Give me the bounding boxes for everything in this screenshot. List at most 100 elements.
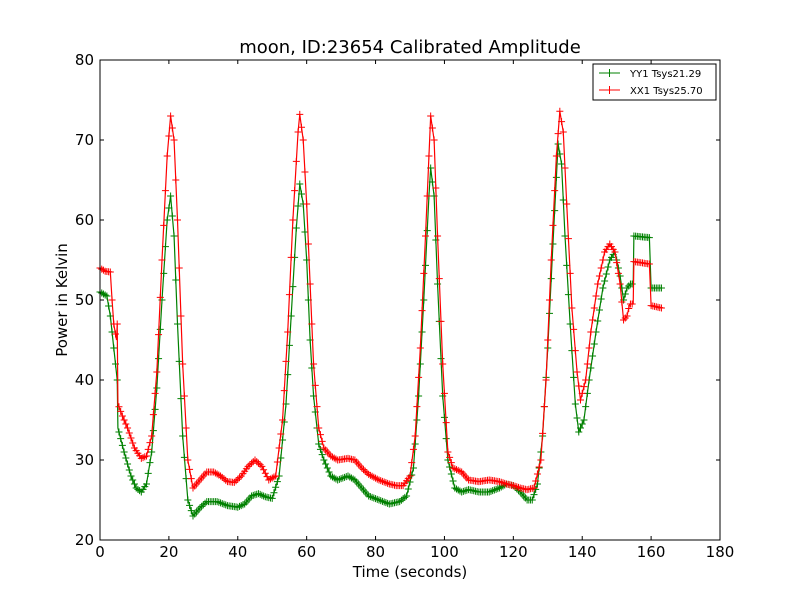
data-point-xx1 [298, 123, 305, 131]
data-point-yy1 [422, 261, 429, 269]
data-point-xx1 [129, 439, 137, 447]
data-point-xx1 [425, 152, 433, 160]
data-point-yy1 [199, 501, 207, 509]
data-point-yy1 [222, 501, 230, 509]
x-tick-label: 180 [706, 543, 735, 561]
data-point-yy1 [163, 216, 171, 224]
data-point-yy1 [294, 202, 302, 210]
data-point-xx1 [422, 232, 429, 240]
data-point-yy1 [571, 400, 579, 408]
chart-title: moon, ID:23654 Calibrated Amplitude [239, 37, 581, 58]
data-point-yy1 [423, 227, 431, 235]
data-point-xx1 [432, 184, 440, 192]
data-point-xx1 [112, 330, 119, 338]
data-point-yy1 [125, 466, 133, 474]
data-point-xx1 [406, 472, 414, 480]
data-point-xx1 [253, 458, 261, 466]
data-point-xx1 [260, 466, 268, 474]
data-point-yy1 [597, 295, 605, 303]
data-point-xx1 [535, 463, 543, 471]
data-point-xx1 [222, 476, 230, 484]
data-point-xx1 [580, 383, 588, 391]
data-point-xx1 [434, 232, 442, 240]
data-point-xx1 [360, 466, 367, 474]
data-point-xx1 [113, 320, 121, 328]
data-point-xx1 [234, 475, 242, 483]
data-point-xx1 [645, 260, 653, 268]
data-point-xx1 [358, 464, 366, 472]
data-point-yy1 [196, 504, 204, 512]
data-point-yy1 [168, 212, 176, 220]
data-point-xx1 [430, 136, 438, 144]
data-point-xx1 [380, 478, 388, 486]
data-point-xx1 [613, 259, 621, 267]
data-point-yy1 [349, 475, 357, 483]
data-point-yy1 [323, 464, 331, 472]
legend-label-yy1: YY1 Tsys21.29 [629, 69, 701, 80]
data-point-xx1 [187, 475, 195, 483]
data-point-xx1 [427, 112, 435, 120]
data-point-yy1 [375, 496, 383, 504]
data-point-xx1 [155, 331, 163, 339]
data-point-yy1 [420, 296, 428, 304]
data-point-yy1 [428, 178, 436, 186]
data-point-yy1 [198, 502, 206, 510]
data-point-xx1 [318, 437, 326, 445]
x-tick-label: 20 [159, 543, 178, 561]
y-tick-label: 30 [75, 451, 94, 469]
data-point-xx1 [232, 477, 240, 485]
data-point-xx1 [284, 328, 292, 336]
data-point-xx1 [291, 187, 299, 195]
data-point-xx1 [361, 467, 369, 475]
data-point-xx1 [549, 221, 557, 229]
data-point-xx1 [141, 453, 149, 461]
legend-marker-xx1 [605, 86, 614, 94]
data-point-xx1 [566, 269, 574, 277]
data-point-yy1 [258, 491, 266, 499]
data-point-yy1 [103, 292, 111, 300]
data-point-xx1 [515, 483, 522, 491]
data-point-yy1 [110, 344, 118, 352]
data-point-yy1 [602, 270, 610, 278]
data-point-xx1 [552, 152, 560, 160]
data-point-yy1 [401, 493, 409, 501]
data-point-yy1 [559, 196, 567, 204]
data-point-xx1 [413, 403, 421, 411]
data-point-yy1 [174, 320, 181, 328]
data-point-yy1 [575, 428, 583, 436]
data-point-xx1 [248, 459, 256, 467]
data-point-yy1 [256, 490, 264, 498]
data-point-xx1 [170, 136, 178, 144]
data-point-xx1 [118, 412, 126, 420]
data-point-xx1 [589, 316, 597, 324]
data-point-yy1 [601, 277, 609, 285]
data-point-yy1 [268, 494, 276, 502]
data-point-yy1 [187, 507, 195, 515]
data-point-yy1 [301, 228, 309, 236]
data-point-yy1 [289, 283, 297, 291]
data-point-xx1 [277, 430, 285, 438]
data-point-xx1 [578, 389, 586, 397]
data-point-yy1 [217, 499, 225, 507]
data-point-xx1 [316, 431, 324, 439]
data-point-xx1 [270, 473, 278, 481]
data-point-xx1 [289, 216, 297, 224]
data-point-xx1 [160, 221, 168, 229]
data-point-xx1 [384, 479, 392, 487]
data-point-yy1 [380, 498, 388, 506]
data-point-xx1 [285, 291, 293, 299]
data-point-xx1 [303, 200, 311, 208]
data-point-yy1 [485, 488, 493, 496]
data-point-yy1 [220, 500, 228, 508]
data-point-xx1 [184, 456, 192, 464]
data-point-xx1 [304, 240, 312, 248]
data-point-yy1 [552, 173, 560, 181]
data-point-xx1 [582, 376, 590, 384]
data-point-yy1 [587, 364, 595, 372]
data-point-yy1 [335, 475, 343, 483]
data-point-xx1 [533, 470, 541, 478]
data-point-yy1 [130, 480, 138, 488]
data-point-xx1 [416, 344, 424, 352]
data-point-yy1 [573, 414, 581, 422]
data-point-xx1 [449, 464, 457, 472]
